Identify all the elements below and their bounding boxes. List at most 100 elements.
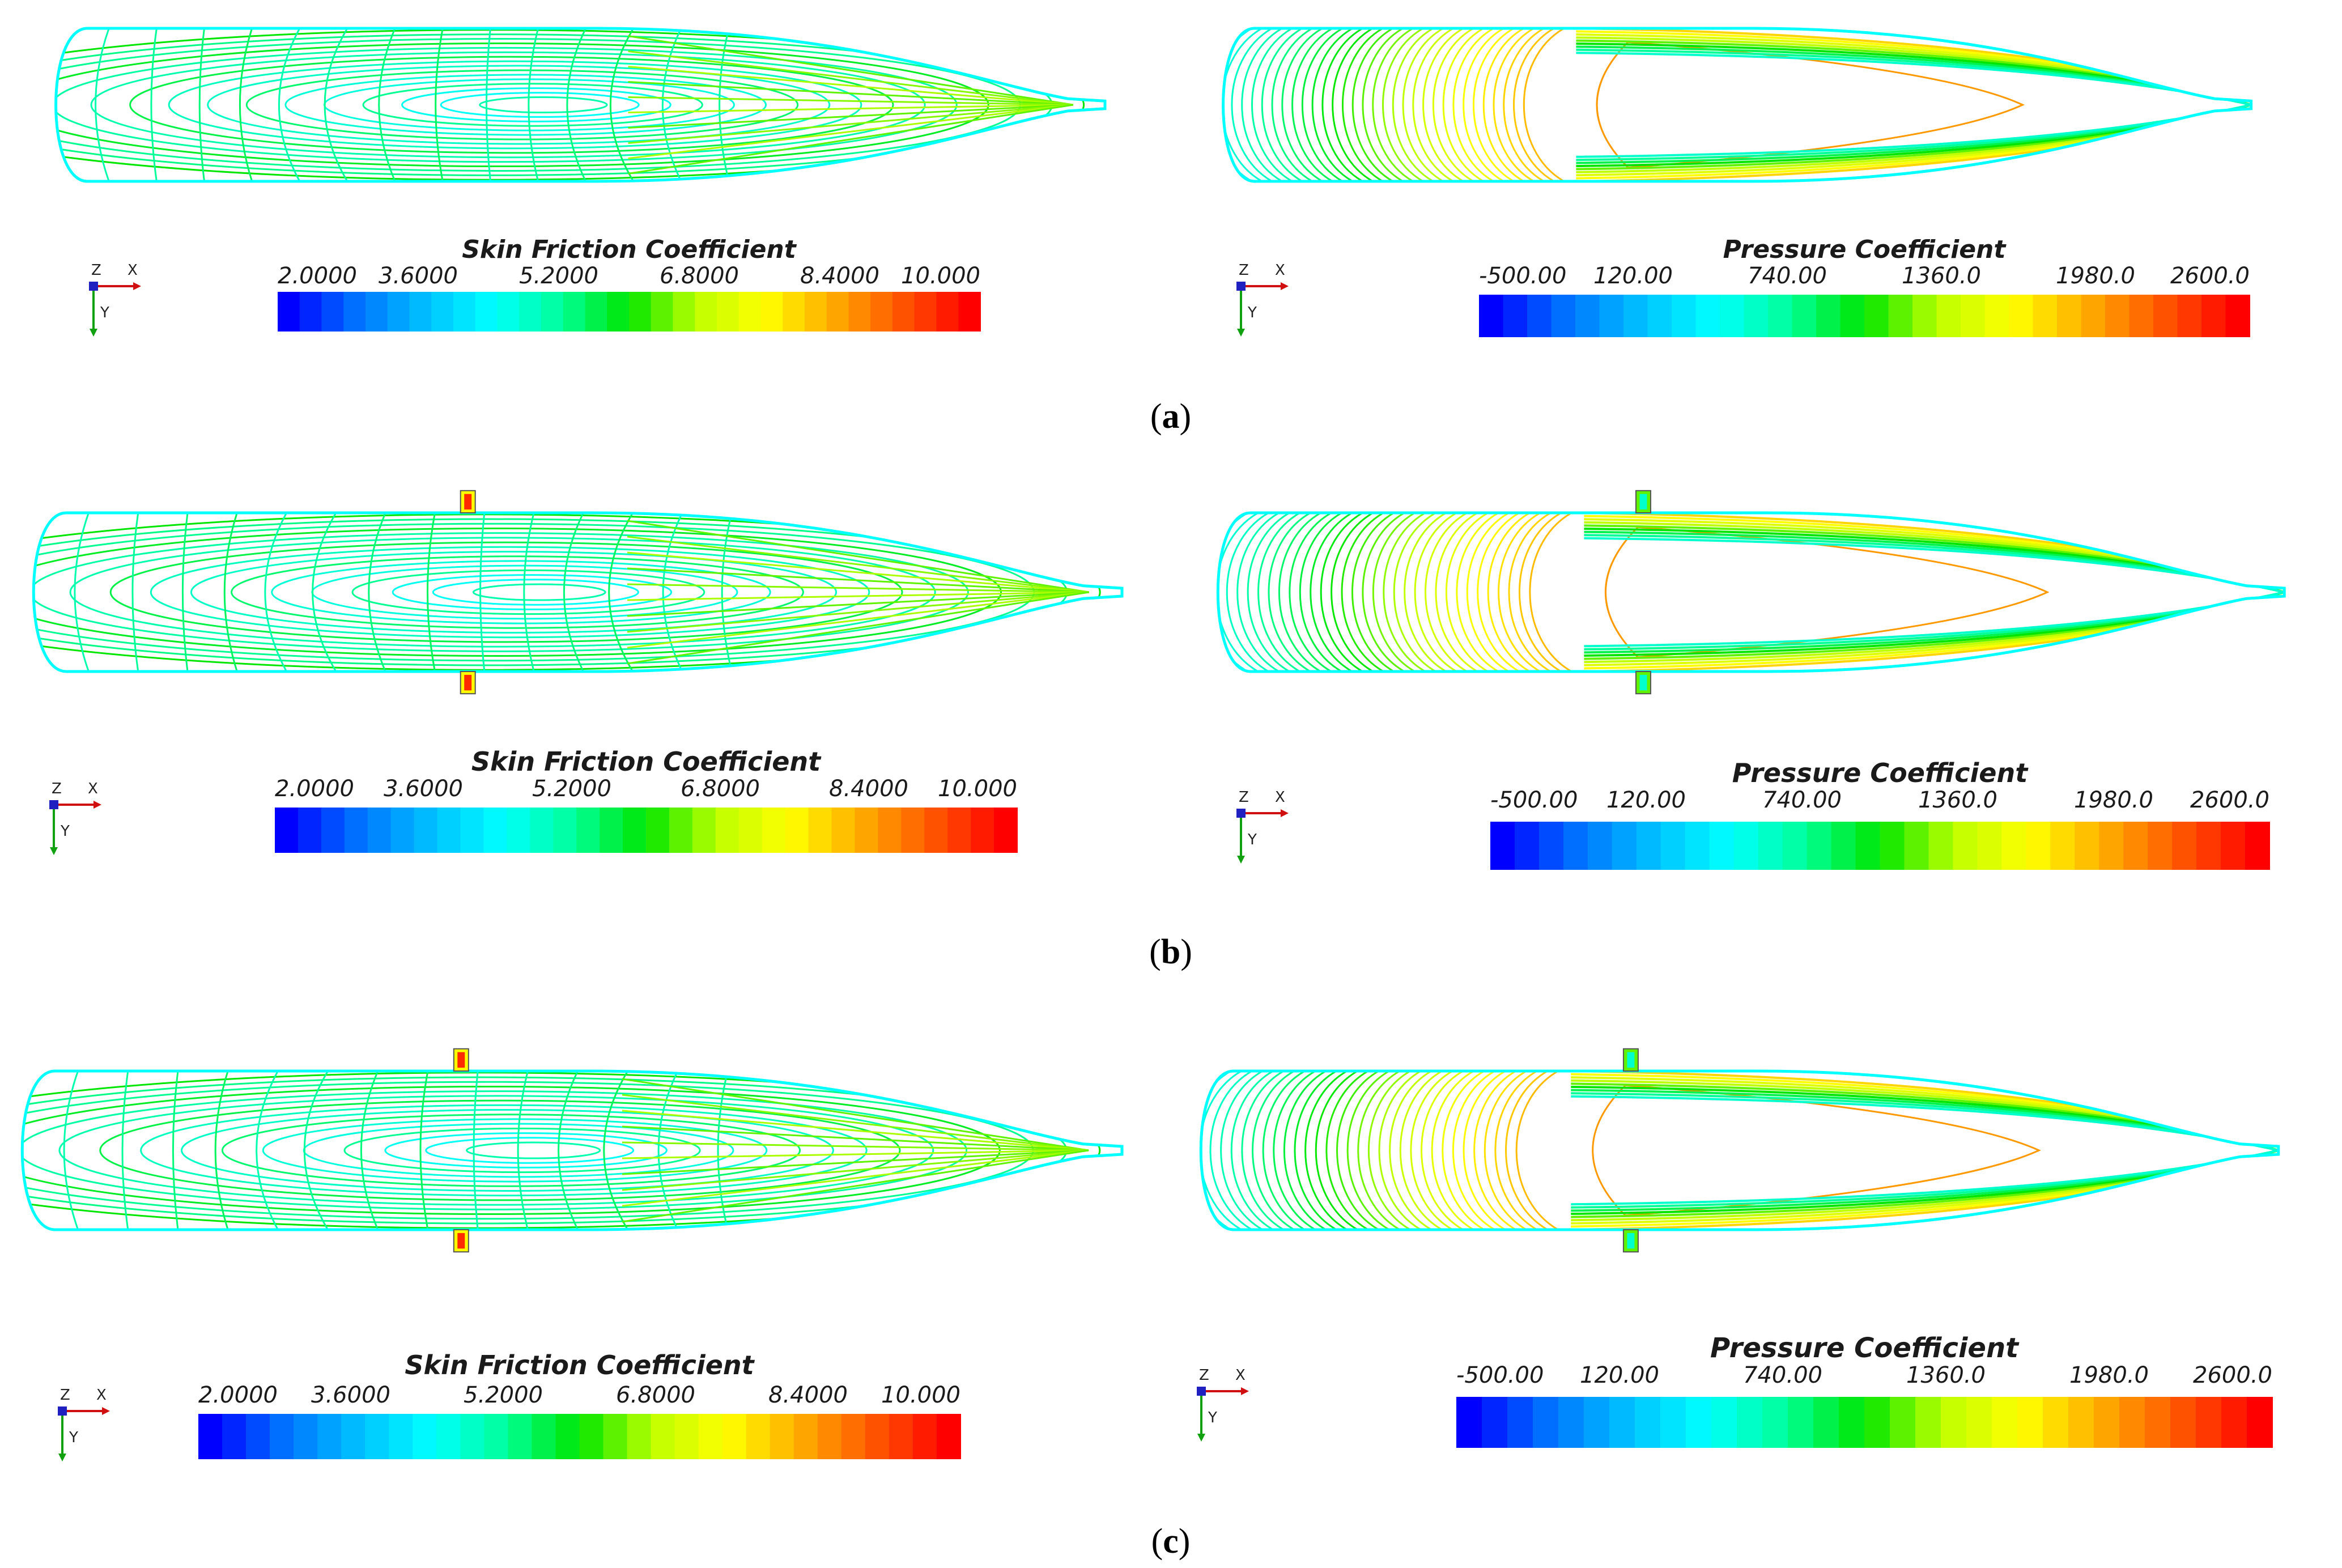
contour-line bbox=[214, 1071, 229, 1230]
contour-line bbox=[628, 104, 1074, 144]
contour-line bbox=[1473, 1071, 1516, 1230]
contour-line bbox=[1515, 1071, 1559, 1230]
fin-top-core bbox=[457, 1052, 465, 1068]
contour-line bbox=[1432, 28, 1474, 181]
caption-close: ) bbox=[1180, 933, 1192, 971]
colorbar-tick-label: 10.000 bbox=[938, 776, 1017, 802]
colorbar-segment bbox=[1584, 1397, 1610, 1448]
colorbar-segment bbox=[793, 1414, 818, 1459]
colorbar-segment bbox=[1737, 1397, 1763, 1448]
colorbar-tick-label: 8.4000 bbox=[768, 1382, 848, 1408]
contour-line bbox=[622, 1078, 1089, 1151]
colorbar-segment bbox=[1992, 1397, 2018, 1448]
colorbar-segment bbox=[1839, 1397, 1865, 1448]
colorbar-tick-label: 6.8000 bbox=[616, 1382, 695, 1408]
contour-line bbox=[622, 1149, 1089, 1223]
colorbar-segment bbox=[1888, 295, 1913, 337]
contour-line bbox=[1325, 1071, 1369, 1230]
contour-line bbox=[168, 60, 862, 150]
colorbar-segment bbox=[2105, 295, 2130, 337]
colorbar-tick-label: 740.00 bbox=[1762, 787, 1842, 813]
contour-line bbox=[627, 591, 1090, 665]
colorbar-segment bbox=[1647, 295, 1672, 337]
colorbar-segment bbox=[1912, 295, 1937, 337]
colorbar-segment bbox=[390, 808, 415, 853]
colorbar-segment bbox=[2119, 1397, 2145, 1448]
contour-line bbox=[1304, 1071, 1348, 1230]
z-axis-marker bbox=[1197, 1387, 1206, 1396]
skin-friction-contours bbox=[56, 28, 1085, 181]
colorbar-segment bbox=[914, 292, 937, 332]
contour-line bbox=[1273, 1071, 1316, 1230]
contour-line bbox=[1291, 28, 1333, 181]
colorbar-segment bbox=[1685, 822, 1710, 870]
colorbar-tick-label: 1360.0 bbox=[1902, 263, 1981, 289]
contour-line bbox=[1410, 1071, 1453, 1230]
colorbar-segment bbox=[623, 808, 647, 853]
colorbar-segment bbox=[692, 808, 716, 853]
contour-line bbox=[1604, 526, 2050, 658]
contour-line bbox=[1442, 1071, 1485, 1230]
colorbar-segment bbox=[1915, 1397, 1941, 1448]
colorbar-segment bbox=[600, 808, 624, 853]
z-axis-marker bbox=[49, 800, 58, 809]
colorbar-segment bbox=[958, 292, 981, 332]
contour-line bbox=[95, 28, 110, 181]
contour-line bbox=[628, 50, 1074, 106]
colorbar-tick-label: 740.00 bbox=[1748, 263, 1827, 289]
caption-open: ( bbox=[1150, 397, 1162, 436]
colorbar-segment bbox=[817, 1414, 842, 1459]
contour-line bbox=[1357, 1071, 1401, 1230]
colorbar-segment bbox=[760, 292, 784, 332]
caption-letter: a bbox=[1162, 397, 1180, 436]
colorbar-tick-label: 1360.0 bbox=[1906, 1362, 1986, 1388]
y-axis-label: Y bbox=[1247, 304, 1257, 321]
colorbar-segment bbox=[1966, 1397, 1992, 1448]
contour-line bbox=[627, 591, 1089, 617]
colorbar-segment bbox=[460, 1414, 485, 1459]
z-axis-marker bbox=[89, 282, 98, 291]
contour-line bbox=[622, 1110, 1089, 1151]
z-axis-label: Z bbox=[1239, 789, 1249, 806]
colorbar-segment bbox=[2009, 295, 2034, 337]
contour-line bbox=[563, 513, 584, 672]
colorbar-segment bbox=[2201, 295, 2226, 337]
contour-line bbox=[1289, 513, 1332, 672]
colorbar-segment bbox=[1864, 295, 1889, 337]
contour-line bbox=[1332, 28, 1374, 181]
contour-line bbox=[1351, 513, 1395, 672]
colorbar-segment bbox=[738, 808, 763, 853]
contour-line bbox=[627, 567, 1089, 593]
contour-line bbox=[303, 1071, 329, 1230]
contour-line bbox=[523, 513, 535, 672]
contour-line bbox=[1231, 28, 1273, 181]
contour-line bbox=[628, 96, 1073, 106]
colorbar-segment bbox=[1984, 295, 2009, 337]
contour-line bbox=[1346, 1071, 1390, 1230]
colorbar-tick-label: 5.2000 bbox=[532, 776, 611, 802]
contour-line bbox=[239, 28, 253, 181]
colorbar-segment bbox=[1904, 822, 1929, 870]
contour-line bbox=[181, 1109, 834, 1192]
contour-line bbox=[150, 28, 158, 181]
contour-line bbox=[1442, 28, 1484, 181]
colorbar-segment bbox=[1660, 1397, 1686, 1448]
colorbar-segment bbox=[1514, 822, 1540, 870]
colorbar-segment bbox=[1456, 1397, 1482, 1448]
contour-line bbox=[432, 579, 639, 606]
contour-line bbox=[351, 569, 705, 615]
contour-line bbox=[1223, 28, 1263, 181]
colorbar-segment bbox=[2057, 295, 2082, 337]
contour-line bbox=[181, 513, 189, 672]
colorbar-segment bbox=[912, 1414, 937, 1459]
contour-line bbox=[198, 28, 205, 181]
x-arrow-head bbox=[133, 282, 141, 290]
contour-line bbox=[608, 513, 634, 672]
colorbar-tick-label: 120.00 bbox=[1580, 1362, 1659, 1388]
fin-top-core bbox=[1627, 1052, 1635, 1068]
colorbar-segment bbox=[848, 292, 872, 332]
colorbar-segment bbox=[1551, 295, 1576, 337]
colorbar-segment bbox=[901, 808, 925, 853]
x-axis-label: X bbox=[88, 780, 98, 797]
colorbar-title: Skin Friction Coefficient bbox=[462, 235, 797, 264]
